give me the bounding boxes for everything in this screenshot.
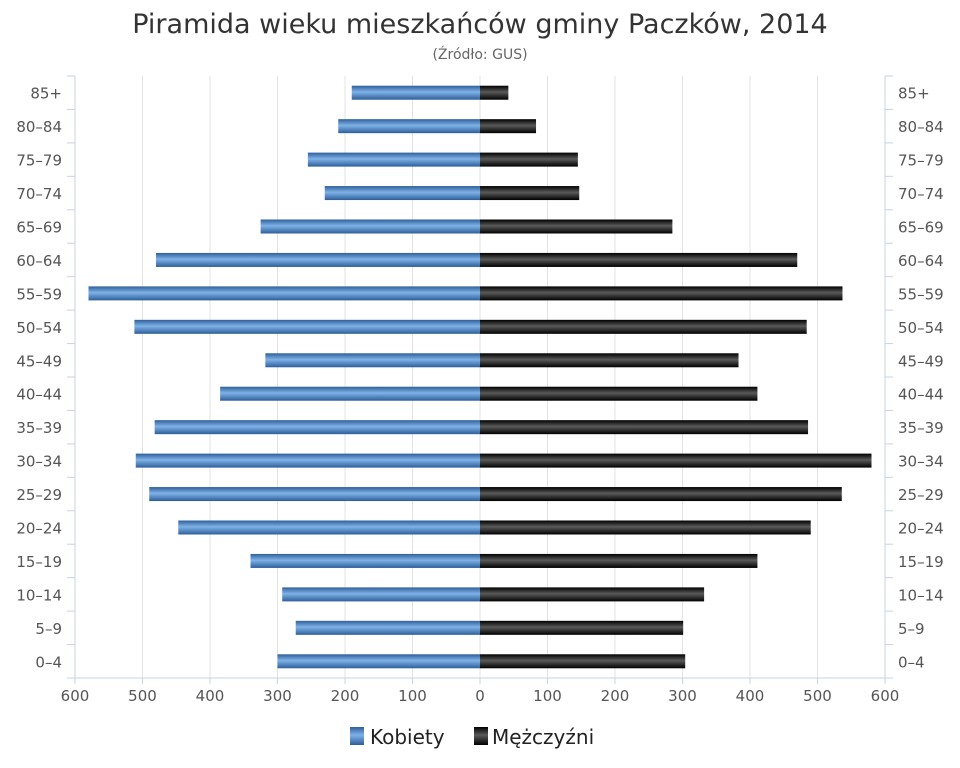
bar-kobiety [351, 85, 480, 100]
y-tick-label-left: 75–79 [16, 152, 62, 170]
y-tick-label-right: 45–49 [898, 352, 944, 370]
bar-mezczyzni [480, 487, 842, 502]
y-tick-label-left: 60–64 [16, 252, 62, 270]
x-tick-label: 200 [601, 687, 630, 705]
x-tick-label: 400 [736, 687, 765, 705]
y-tick-label-right: 30–34 [898, 453, 944, 471]
bar-mezczyzni [480, 319, 807, 334]
y-tick-label-left: 55–59 [16, 285, 62, 303]
y-tick-label-right: 5–9 [898, 620, 925, 638]
bar-mezczyzni [480, 553, 758, 568]
y-tick-label-right: 35–39 [898, 419, 944, 437]
bar-kobiety [295, 620, 480, 635]
bar-mezczyzni [480, 587, 705, 602]
y-tick-label-right: 10–14 [898, 586, 944, 604]
bar-mezczyzni [480, 353, 739, 368]
legend-swatch-mezczyzni [474, 727, 488, 745]
bar-kobiety [324, 186, 480, 201]
y-tick-label-right: 40–44 [898, 386, 944, 404]
bar-kobiety [149, 487, 480, 502]
x-tick-label: 400 [196, 687, 225, 705]
bar-kobiety [265, 353, 480, 368]
y-tick-label-right: 65–69 [898, 219, 944, 237]
x-tick-label: 300 [668, 687, 697, 705]
bar-kobiety [135, 453, 480, 468]
y-tick-label-left: 5–9 [35, 620, 62, 638]
bar-mezczyzni [480, 420, 809, 435]
bar-mezczyzni [480, 252, 798, 267]
y-tick-label-left: 0–4 [35, 653, 62, 671]
y-tick-label-left: 85+ [30, 85, 62, 103]
y-tick-label-left: 45–49 [16, 352, 62, 370]
bars [88, 85, 872, 669]
bar-kobiety [178, 520, 480, 535]
bar-mezczyzni [480, 654, 686, 669]
y-tick-label-right: 20–24 [898, 520, 944, 538]
chart-title: Piramida wieku mieszkańców gminy Paczków… [132, 9, 828, 40]
y-tick-label-right: 50–54 [898, 319, 944, 337]
x-tick-label: 600 [871, 687, 900, 705]
y-tick-label-left: 65–69 [16, 219, 62, 237]
x-tick-label: 300 [263, 687, 292, 705]
bar-kobiety [338, 119, 480, 134]
legend-label-kobiety: Kobiety [370, 725, 445, 749]
bar-mezczyzni [480, 620, 684, 635]
y-tick-label-left: 70–74 [16, 185, 62, 203]
x-tick-label: 0 [475, 687, 485, 705]
y-tick-label-right: 70–74 [898, 185, 944, 203]
bar-mezczyzni [480, 286, 843, 301]
y-tick-label-left: 35–39 [16, 419, 62, 437]
bar-kobiety [307, 152, 480, 167]
legend[interactable]: Kobiety Mężczyźni [350, 725, 594, 749]
y-tick-label-right: 15–19 [898, 553, 944, 571]
x-tick-label: 600 [61, 687, 90, 705]
y-tick-label-right: 80–84 [898, 118, 944, 136]
y-tick-label-right: 60–64 [898, 252, 944, 270]
chart-subtitle: (Źródło: GUS) [432, 45, 527, 63]
bar-kobiety [250, 553, 480, 568]
bar-kobiety [156, 252, 480, 267]
y-tick-label-right: 0–4 [898, 653, 925, 671]
y-tick-label-right: 55–59 [898, 285, 944, 303]
x-tick-label: 500 [803, 687, 832, 705]
legend-label-mezczyzni: Mężczyźni [492, 725, 594, 749]
bar-mezczyzni [480, 386, 758, 401]
bar-mezczyzni [480, 85, 509, 100]
bar-kobiety [134, 319, 480, 334]
legend-swatch-kobiety [350, 727, 364, 745]
bar-mezczyzni [480, 219, 673, 234]
y-tick-label-left: 80–84 [16, 118, 62, 136]
bar-kobiety [282, 587, 480, 602]
y-tick-label-left: 10–14 [16, 586, 62, 604]
y-tick-label-right: 85+ [898, 85, 930, 103]
x-tick-label: 100 [398, 687, 427, 705]
x-tick-label: 100 [533, 687, 562, 705]
bar-kobiety [260, 219, 480, 234]
bar-mezczyzni [480, 186, 580, 201]
bar-kobiety [220, 386, 480, 401]
bar-mezczyzni [480, 119, 537, 134]
y-tick-label-left: 50–54 [16, 319, 62, 337]
y-tick-label-left: 20–24 [16, 520, 62, 538]
bar-kobiety [277, 654, 480, 669]
bar-kobiety [154, 420, 480, 435]
bar-mezczyzni [480, 453, 872, 468]
axes: 600 500 400 300 200 100 0 100 200 300 400 500 600 85+… [16, 75, 944, 705]
bar-mezczyzni [480, 520, 811, 535]
x-tick-label: 500 [128, 687, 157, 705]
bar-mezczyzni [480, 152, 578, 167]
x-tick-label: 200 [331, 687, 360, 705]
bar-kobiety [88, 286, 480, 301]
y-tick-label-left: 15–19 [16, 553, 62, 571]
y-tick-label-left: 25–29 [16, 486, 62, 504]
y-tick-label-right: 75–79 [898, 152, 944, 170]
y-tick-label-right: 25–29 [898, 486, 944, 504]
y-tick-label-left: 40–44 [16, 386, 62, 404]
y-tick-label-left: 30–34 [16, 453, 62, 471]
